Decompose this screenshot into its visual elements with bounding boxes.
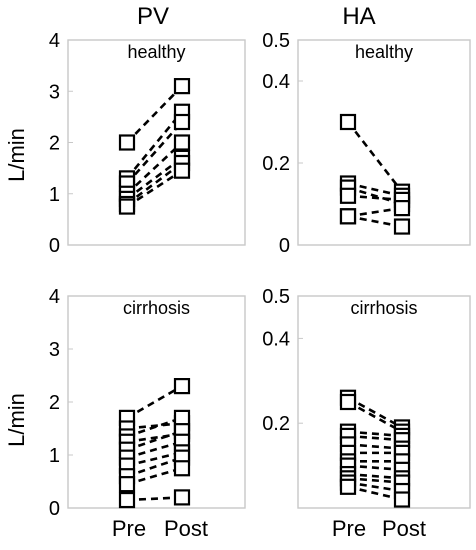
pair-line [347, 464, 403, 472]
y-tick-label: 2 [49, 392, 60, 414]
pre-marker [339, 113, 357, 131]
post-marker [173, 460, 191, 477]
group-label: healthy [127, 42, 185, 62]
post-marker [173, 113, 191, 131]
pair-line [347, 477, 403, 484]
y-tick-label: 3 [49, 81, 60, 103]
post-marker [173, 134, 191, 151]
pre-marker [118, 476, 136, 493]
pre-marker [118, 198, 136, 215]
y-tick-label: 0.4 [262, 328, 290, 350]
y-tick-label: 0 [49, 498, 60, 520]
pair-line [347, 443, 403, 450]
group-label: cirrhosis [123, 298, 190, 318]
pair-line [347, 430, 403, 438]
pre-marker [118, 134, 136, 151]
x-tick-post: Post [164, 516, 208, 541]
y-tick-label: 0.5 [262, 30, 290, 52]
chart-panels: 0 1 2 3 4 healthy 0 0.2 0.4 0.5 healthy 0 1 2 3 4 cirrho… [49, 30, 471, 520]
y-tick-label: 4 [49, 286, 60, 308]
pair-line [347, 434, 403, 442]
y-tick-label: 0.5 [262, 286, 290, 308]
y-tick-label: 0.2 [262, 413, 290, 435]
plot-frame [67, 39, 246, 246]
panel-pv-healthy: 0 1 2 3 4 healthy [49, 30, 246, 257]
plot-frame [297, 295, 471, 509]
y-axis-label-top: L/min [4, 128, 29, 182]
x-tick-pre: Pre [332, 516, 366, 541]
pair-line [126, 467, 183, 486]
pair-line [126, 141, 183, 195]
pair-line [347, 472, 403, 480]
pair-line [347, 485, 403, 501]
pair-line [347, 194, 403, 202]
pair-line [347, 400, 403, 433]
y-tick-label: 3 [49, 339, 60, 361]
post-marker [393, 491, 411, 508]
post-marker [393, 200, 411, 217]
pair-line [126, 456, 183, 478]
pre-marker [118, 491, 136, 509]
pre-marker [339, 187, 357, 204]
post-marker [173, 78, 191, 95]
pre-marker [339, 478, 357, 495]
pair-line [126, 451, 183, 467]
x-tick-pre: Pre [112, 516, 146, 541]
group-label: healthy [355, 42, 413, 62]
pair-line [125, 110, 184, 180]
pair-line [126, 121, 183, 185]
y-axis-label-bottom: L/min [4, 393, 29, 447]
y-tick-label: 0 [49, 235, 60, 257]
post-marker [173, 378, 191, 395]
pre-marker [339, 393, 357, 411]
post-marker [173, 489, 191, 506]
column-title-pv: PV [137, 3, 169, 30]
pair-line [347, 396, 403, 429]
x-tick-post: Post [382, 516, 426, 541]
pair-line [126, 440, 183, 459]
pair-line [126, 416, 183, 438]
pair-line [347, 481, 403, 493]
pre-marker [339, 208, 357, 225]
pair-line [346, 121, 404, 193]
panel-ha-healthy: 0 0.2 0.4 0.5 healthy [262, 30, 471, 257]
y-tick-label: 1 [49, 184, 60, 206]
y-tick-label: 4 [49, 30, 60, 52]
plot-frame [297, 39, 471, 246]
pair-line [126, 169, 183, 208]
pair-line [126, 429, 183, 451]
pair-line [347, 215, 403, 228]
y-tick-label: 0 [279, 235, 290, 257]
post-marker [173, 162, 191, 179]
pair-line [347, 186, 403, 206]
pair-line [347, 206, 403, 218]
panel-ha-cirrhosis: 0.2 0.4 0.5 cirrhosis [262, 286, 471, 509]
y-tick-label: 2 [49, 133, 60, 155]
post-marker [393, 218, 411, 235]
pair-line [126, 85, 183, 144]
pair-line [126, 432, 183, 444]
column-title-ha: HA [342, 3, 375, 30]
post-marker [173, 409, 191, 426]
group-label: cirrhosis [350, 298, 417, 318]
pair-line [347, 182, 403, 198]
pair-line [126, 384, 183, 420]
y-tick-label: 0.4 [262, 71, 290, 93]
y-tick-label: 1 [49, 445, 60, 467]
pair-line [126, 496, 183, 502]
pair-line [126, 156, 183, 200]
y-tick-label: 0.2 [262, 153, 290, 175]
panel-pv-cirrhosis: 0 1 2 3 4 cirrhosis [49, 286, 246, 520]
